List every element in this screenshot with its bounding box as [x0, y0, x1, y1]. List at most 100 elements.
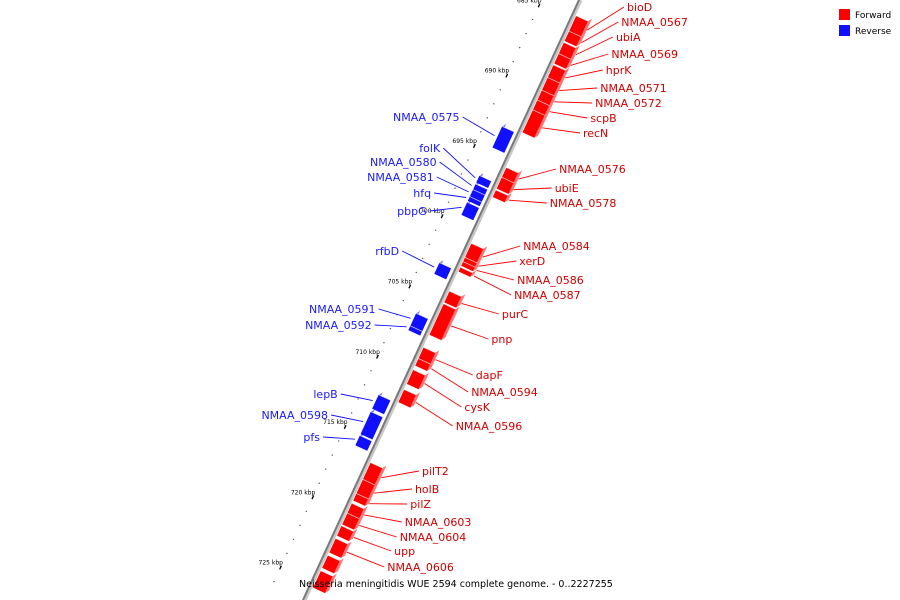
gene-shade: [365, 496, 373, 506]
gene-leader: [434, 192, 467, 198]
gene-ubiE: [496, 176, 518, 194]
gene-shade: [341, 541, 352, 558]
gene-body: [522, 109, 545, 138]
gene-edge: [320, 570, 333, 577]
gene-label: folK: [419, 142, 441, 155]
gene-edge: [443, 303, 456, 310]
gene-shade: [504, 193, 512, 203]
gene-label: scpB: [590, 112, 616, 125]
gene-body: [473, 184, 488, 195]
gene-NMAA_0604: [342, 512, 364, 530]
gene-shade: [359, 506, 368, 519]
gene-edge: [464, 257, 477, 264]
gene-shade: [456, 294, 466, 308]
gene-body: [444, 291, 462, 308]
gene-leader: [513, 187, 552, 191]
gene-label: NMAA_0572: [595, 97, 662, 110]
gene-body: [360, 411, 383, 440]
minor-tick: [331, 454, 333, 456]
gene-edge: [472, 189, 486, 196]
gene-label: NMAA_0575: [393, 111, 460, 124]
major-tick: [279, 565, 282, 570]
tick-label: 710 kbp: [355, 349, 380, 356]
gene-body: [356, 479, 375, 499]
gene-edge: [341, 525, 354, 532]
gene-label: NMAA_0586: [517, 274, 584, 287]
gene-label: rfbD: [375, 245, 399, 258]
gene-label: pilT2: [422, 465, 449, 478]
gene-body: [342, 513, 360, 530]
gene-leader: [436, 176, 469, 193]
gene-shade: [566, 56, 575, 69]
gene-leader: [378, 308, 411, 319]
minor-tick: [525, 32, 527, 35]
minor-tick: [292, 538, 295, 541]
gene-NMAA_0596: [398, 389, 420, 408]
gene-edge: [449, 290, 462, 297]
gene-NMAA_0606: [329, 538, 352, 558]
gene-shade: [553, 80, 564, 96]
minor-tick: [305, 510, 308, 513]
gene-lepB: [372, 392, 391, 415]
gene-edge: [471, 242, 484, 250]
gene-edge: [547, 77, 560, 84]
gene-leader: [508, 199, 547, 204]
minor-tick: [299, 524, 301, 527]
gene-edge: [356, 493, 369, 500]
gene-label: pfs: [303, 431, 320, 444]
gene-shade: [570, 45, 580, 60]
gene-edge: [423, 346, 436, 354]
minor-tick: [318, 482, 320, 484]
gene-label: dapF: [476, 369, 503, 382]
gene-shade: [474, 260, 481, 268]
backbone-line: [302, 0, 580, 600]
gene-bioD: [569, 15, 592, 37]
gene-label: NMAA_0584: [523, 240, 590, 253]
gene-shade: [441, 306, 460, 341]
gene-body: [496, 177, 514, 194]
gene-edge: [462, 261, 476, 268]
minor-tick: [531, 18, 534, 21]
gene-pilZ: [353, 493, 373, 506]
gene-edge: [362, 479, 375, 486]
label-leaders: [322, 6, 625, 568]
gene-label: NMAA_0578: [550, 197, 617, 210]
minor-tick: [402, 299, 405, 302]
gene-leader: [570, 53, 609, 66]
minor-tick: [363, 384, 366, 386]
gene-label: NMAA_0571: [600, 82, 667, 95]
gene-leader: [364, 514, 402, 523]
gene-shade: [549, 93, 558, 106]
gene-edge: [351, 502, 364, 510]
gene-edge: [475, 183, 488, 190]
major-tick: [472, 143, 476, 149]
gene-unnamed: [313, 570, 337, 594]
major-tick: [505, 73, 509, 78]
gene-label: ubiA: [616, 31, 641, 44]
gene-edge: [410, 325, 423, 332]
gene-body: [408, 325, 423, 336]
gene-leader: [575, 36, 614, 56]
gene-label: pilZ: [410, 498, 431, 511]
gene-edge: [553, 64, 566, 71]
gene-label: purC: [502, 308, 528, 321]
gene-body: [372, 394, 391, 415]
ruler-ticks: 685 kbp 690 kbp 695 kbp 700 kbp 705 kbp 710 k…: [259, 0, 542, 583]
gene-edge: [370, 462, 383, 469]
gene-shade: [334, 558, 344, 574]
gene-body: [458, 267, 473, 277]
gene-edge: [501, 176, 514, 184]
gene-shade: [544, 103, 554, 116]
gene-body: [569, 15, 588, 37]
tick-label: 695 kbp: [452, 138, 477, 145]
gene-leader: [439, 161, 472, 186]
gene-dapF: [418, 346, 440, 364]
gene-leader: [554, 101, 593, 104]
gene-NMAA_0584: [465, 242, 488, 263]
gene-label: NMAA_0604: [400, 531, 467, 544]
tick-label: 720 kbp: [291, 489, 316, 496]
gene-label: NMAA_0606: [387, 561, 454, 574]
gene-edge: [439, 262, 452, 269]
gene-shade: [348, 528, 358, 542]
gene-leader: [581, 21, 619, 44]
